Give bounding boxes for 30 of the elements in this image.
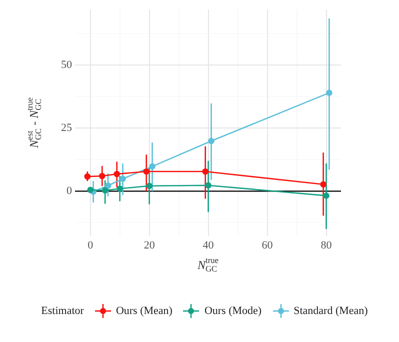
point [143,168,150,175]
point [114,170,120,178]
x-tick-label: 60 [262,239,274,252]
point [98,172,106,180]
point [104,182,112,189]
y-tick-label: 50 [61,58,72,71]
point [120,176,126,182]
point [205,182,212,189]
point [146,182,152,190]
x-tick-label: 20 [144,239,156,252]
point [208,138,214,144]
point [102,187,108,194]
legend-title: Estimator [41,305,84,317]
y-tick-label: 0 [66,185,72,198]
y-axis-title: NGCest - NGCtrue [25,97,43,150]
point [116,185,123,192]
x-tick-label: 0 [88,239,94,252]
point [323,192,330,199]
legend-label: Ours (Mean) [116,305,172,317]
x-tick-label: 40 [202,239,214,252]
point [202,168,208,175]
legend-label: Ours (Mode) [204,305,262,317]
point [149,163,156,170]
x-tick-label: 80 [320,239,332,252]
point [320,181,326,188]
legend-label: Standard (Mean) [294,305,368,317]
point [326,90,332,96]
point [84,173,91,180]
point [87,186,94,194]
y-tick-label: 25 [61,122,72,134]
